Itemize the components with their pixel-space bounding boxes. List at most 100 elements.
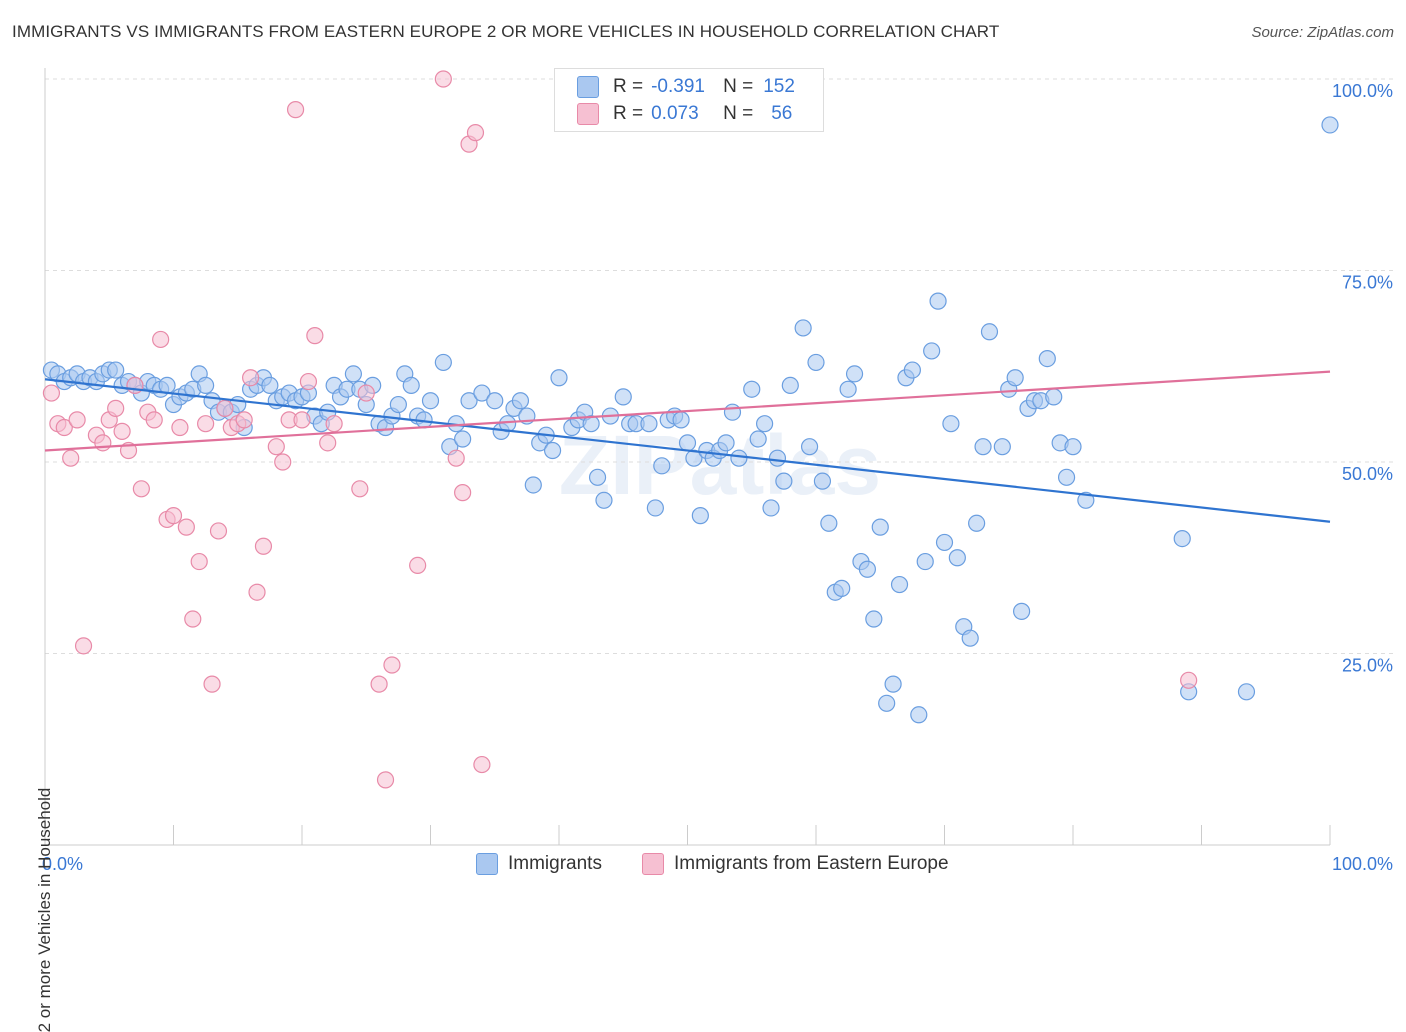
- data-point: [595, 491, 613, 509]
- data-point: [68, 411, 86, 429]
- data-point: [845, 365, 864, 383]
- legend-n-value: 152: [763, 76, 795, 97]
- data-point: [203, 675, 221, 693]
- scatter-chart: ZIPatlas 25.0%50.0%75.0%100.0%0.0% 100.0%: [42, 68, 1395, 874]
- data-point: [254, 537, 273, 555]
- bottom-legend-label: Immigrants: [508, 853, 602, 874]
- data-point: [113, 422, 131, 440]
- data-point: [807, 353, 825, 372]
- legend-n-label: N =: [723, 103, 754, 124]
- data-point: [274, 453, 292, 471]
- data-point: [132, 480, 150, 498]
- data-point: [126, 376, 144, 394]
- data-point: [434, 353, 452, 372]
- data-point: [723, 403, 742, 421]
- data-point: [94, 434, 112, 452]
- correlation-legend: R = -0.391 N = 152 R = 0.073 N = 56: [554, 68, 824, 132]
- data-point: [107, 399, 125, 417]
- data-point: [884, 675, 902, 693]
- data-point: [993, 438, 1011, 456]
- data-point: [865, 610, 883, 628]
- data-point: [177, 518, 195, 536]
- data-point: [299, 372, 318, 391]
- data-point: [903, 361, 921, 379]
- data-point: [820, 514, 838, 532]
- data-point: [171, 418, 189, 437]
- legend-r-label: R =: [613, 76, 644, 97]
- data-point: [190, 552, 208, 571]
- data-point: [454, 430, 472, 448]
- data-point: [434, 70, 452, 88]
- tick-labels: 25.0% 50.0% 75.0% 100.0% 0.0% 100.0%: [42, 81, 1393, 874]
- data-point: [1180, 671, 1198, 689]
- data-point: [961, 629, 979, 647]
- data-point: [376, 771, 395, 789]
- legend-r-value: 0.073: [651, 103, 699, 124]
- data-point: [923, 342, 941, 360]
- trend-line: [44, 378, 1331, 523]
- data-point: [107, 361, 125, 379]
- data-point: [755, 415, 774, 433]
- data-point: [890, 575, 909, 594]
- legend-n-value: 56: [771, 103, 793, 124]
- chart-title: IMMIGRANTS VS IMMIGRANTS FROM EASTERN EU…: [12, 22, 1000, 41]
- data-point: [910, 706, 928, 724]
- data-point: [775, 472, 793, 490]
- data-point: [197, 376, 215, 394]
- data-point: [62, 449, 80, 467]
- data-point: [454, 484, 472, 502]
- data-point: [216, 399, 234, 417]
- data-point: [916, 552, 934, 571]
- data-point: [55, 418, 73, 437]
- data-point: [402, 376, 420, 394]
- source-label: Source: ZipAtlas.com: [1251, 24, 1394, 41]
- data-point: [1321, 116, 1339, 134]
- data-point: [74, 637, 93, 655]
- bottom-swatch-pink: [642, 853, 664, 875]
- bottom-swatch-blue: [476, 853, 498, 875]
- data-point: [948, 549, 966, 567]
- data-point: [929, 292, 947, 310]
- data-point: [351, 480, 369, 498]
- grid-lines: [45, 78, 1395, 654]
- data-point: [248, 583, 266, 601]
- trend-line: [44, 370, 1331, 452]
- y-tick-label: 75.0%: [1342, 273, 1393, 293]
- data-point: [800, 438, 819, 456]
- y-tick-label: 100.0%: [1332, 81, 1393, 101]
- series-immigrants: [42, 116, 1339, 724]
- data-point: [543, 441, 562, 460]
- data-point: [357, 384, 375, 402]
- data-point: [209, 522, 228, 540]
- axes: [44, 68, 1331, 846]
- x-tick-label: 0.0%: [42, 854, 83, 874]
- data-point: [383, 656, 401, 674]
- data-point: [588, 468, 607, 486]
- legend-row-immigrants: R = -0.391 N = 152: [577, 75, 795, 99]
- data-point: [672, 411, 690, 429]
- data-point: [197, 415, 215, 433]
- data-point: [743, 380, 761, 398]
- data-point: [646, 499, 664, 517]
- data-point: [319, 434, 337, 452]
- data-point: [370, 675, 388, 693]
- data-point: [1077, 491, 1095, 509]
- data-point: [389, 395, 407, 414]
- data-point: [235, 411, 253, 429]
- legend-r-label: R =: [613, 103, 644, 124]
- x-tick-label: 100.0%: [1332, 854, 1393, 874]
- data-point: [980, 323, 999, 341]
- data-point: [1237, 683, 1256, 701]
- data-point: [1064, 438, 1082, 456]
- legend-swatch-blue: [577, 76, 599, 98]
- legend-n-label: N =: [723, 76, 754, 97]
- data-point: [839, 380, 857, 398]
- data-point: [164, 507, 183, 525]
- data-point: [184, 610, 202, 628]
- data-point: [858, 560, 877, 578]
- data-point: [1057, 468, 1076, 486]
- legend-swatch-pink: [577, 103, 599, 125]
- data-point: [152, 330, 170, 349]
- data-point: [942, 415, 960, 433]
- data-point: [871, 518, 889, 536]
